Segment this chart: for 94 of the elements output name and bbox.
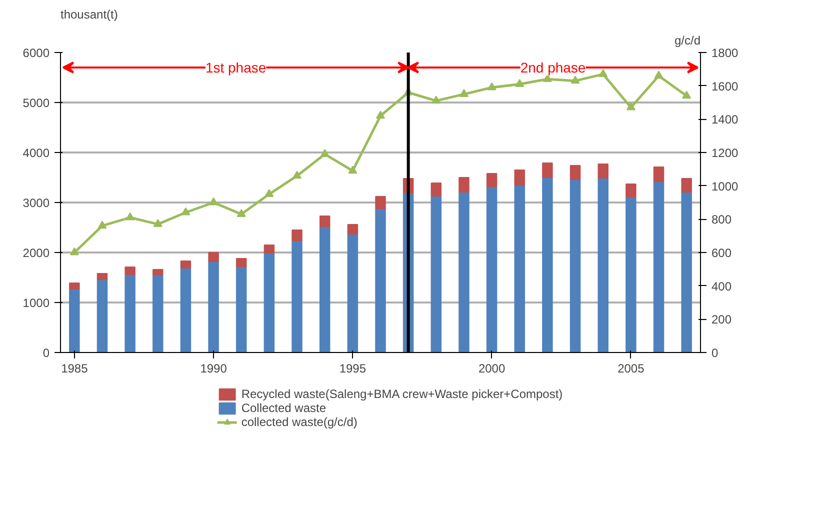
bar xyxy=(124,274,136,352)
y2-tick-label: 1000 xyxy=(712,179,739,194)
bar xyxy=(486,173,498,187)
annotation: 2nd phase xyxy=(520,60,586,76)
point xyxy=(626,102,636,110)
annotation: 1st phase xyxy=(205,60,266,76)
y-tick-label: 2000 xyxy=(22,246,50,260)
point xyxy=(598,69,608,77)
point xyxy=(264,189,274,197)
point xyxy=(459,89,468,97)
bar xyxy=(292,230,302,241)
bar xyxy=(514,170,525,186)
bar xyxy=(486,186,498,352)
y2-tick-label: 1400 xyxy=(712,112,739,127)
bar xyxy=(347,224,358,234)
y2-tick-label: 1800 xyxy=(712,46,739,60)
y2-tick-label: 600 xyxy=(712,246,732,260)
bar xyxy=(319,226,330,352)
bar xyxy=(514,184,525,352)
point xyxy=(320,149,330,157)
point xyxy=(432,96,441,104)
bar xyxy=(208,261,219,352)
y-tick-label: 0 xyxy=(42,346,50,360)
bar xyxy=(626,184,636,198)
bar xyxy=(681,192,692,352)
bar xyxy=(180,260,192,268)
y2-tick-label: 400 xyxy=(712,279,732,294)
legend-label: Recycled waste(Saleng+BMA crew+Waste picker+Compost) xyxy=(241,387,563,401)
bar xyxy=(542,177,553,352)
bar xyxy=(96,279,108,352)
bar xyxy=(430,196,442,352)
y-tick-label: 3000 xyxy=(22,196,50,210)
bar xyxy=(180,268,192,352)
y2-tick-label: 1200 xyxy=(712,146,739,160)
legend-label: collected waste(g/c/d) xyxy=(241,415,358,429)
bar xyxy=(626,196,636,352)
y2-tick-label: 200 xyxy=(712,312,732,327)
bar xyxy=(152,269,164,276)
bar xyxy=(653,181,664,352)
bar xyxy=(236,266,247,352)
bar xyxy=(570,179,581,352)
point xyxy=(70,247,79,256)
bar xyxy=(124,266,136,275)
bar xyxy=(208,252,219,262)
bar xyxy=(264,252,275,352)
y2-axis-title: g/c/d xyxy=(674,34,700,48)
point xyxy=(181,207,190,216)
point xyxy=(654,70,664,79)
point xyxy=(376,110,385,119)
bar xyxy=(319,216,330,227)
bar xyxy=(570,165,581,180)
point xyxy=(209,197,218,206)
point xyxy=(515,79,524,87)
bar xyxy=(264,244,275,254)
bar xyxy=(458,177,470,192)
point xyxy=(348,166,358,174)
y-tick-label: 5000 xyxy=(22,96,50,110)
bar xyxy=(347,234,358,352)
bar xyxy=(236,258,247,267)
bar xyxy=(681,178,692,192)
x-tick-label: 2000 xyxy=(478,362,506,376)
x-tick-label: 2005 xyxy=(618,362,645,376)
bar xyxy=(542,162,553,178)
y-tick-label: 1000 xyxy=(22,296,50,310)
bar xyxy=(69,282,80,290)
y2-tick-label: 0 xyxy=(712,346,718,360)
point xyxy=(292,170,302,179)
point xyxy=(126,212,135,220)
point xyxy=(682,90,692,99)
y-tick-label: 4000 xyxy=(22,146,50,160)
x-tick-label: 1985 xyxy=(61,362,88,376)
y2-tick-label: 1600 xyxy=(712,79,739,94)
point xyxy=(98,220,107,229)
bar xyxy=(292,240,302,352)
bar xyxy=(653,166,664,182)
y-axis-title: thousant(t) xyxy=(60,8,118,22)
bar xyxy=(458,192,470,352)
bar xyxy=(430,182,442,196)
y-tick-label: 6000 xyxy=(22,46,50,60)
bar xyxy=(598,164,608,178)
point xyxy=(153,219,162,227)
y2-tick-label: 800 xyxy=(712,212,732,227)
bar xyxy=(375,196,386,209)
bar xyxy=(69,288,80,352)
bar xyxy=(152,274,164,352)
bar xyxy=(598,178,608,352)
point xyxy=(487,82,496,90)
x-tick-label: 1995 xyxy=(339,362,366,376)
point xyxy=(570,76,580,84)
x-tick-label: 1990 xyxy=(200,362,228,376)
point xyxy=(236,209,246,217)
bar xyxy=(375,208,386,352)
legend-label: Collected waste xyxy=(241,401,326,415)
bar xyxy=(96,273,108,280)
